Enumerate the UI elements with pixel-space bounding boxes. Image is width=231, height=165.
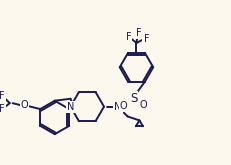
Text: N: N — [67, 102, 74, 112]
Text: N: N — [114, 102, 122, 112]
Text: F: F — [0, 104, 5, 114]
Text: O: O — [140, 100, 147, 110]
Text: O: O — [21, 100, 28, 110]
Text: F: F — [143, 34, 149, 44]
Text: S: S — [130, 92, 137, 105]
Text: F: F — [0, 91, 5, 101]
Text: O: O — [120, 101, 128, 111]
Text: F: F — [136, 28, 141, 38]
Text: F: F — [126, 32, 131, 42]
